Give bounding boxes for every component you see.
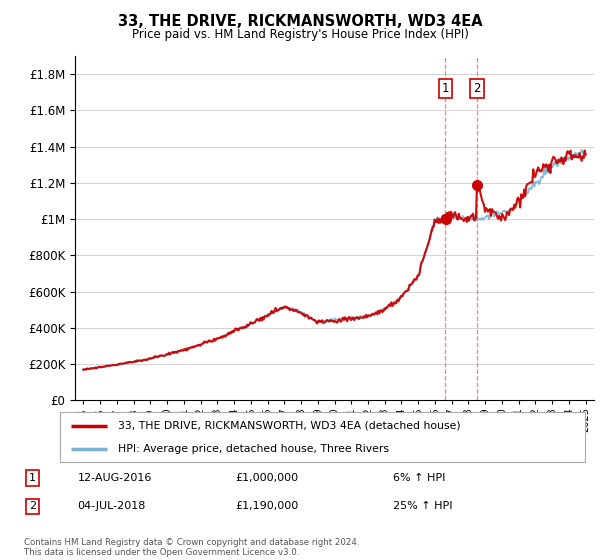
FancyBboxPatch shape: [60, 412, 585, 462]
Text: Price paid vs. HM Land Registry's House Price Index (HPI): Price paid vs. HM Land Registry's House …: [131, 28, 469, 41]
Text: £1,000,000: £1,000,000: [235, 473, 298, 483]
Text: 6% ↑ HPI: 6% ↑ HPI: [393, 473, 446, 483]
Text: 2: 2: [29, 501, 36, 511]
Text: 1: 1: [29, 473, 36, 483]
Text: 25% ↑ HPI: 25% ↑ HPI: [393, 501, 453, 511]
Text: 04-JUL-2018: 04-JUL-2018: [77, 501, 146, 511]
Text: 12-AUG-2016: 12-AUG-2016: [77, 473, 152, 483]
Text: 33, THE DRIVE, RICKMANSWORTH, WD3 4EA: 33, THE DRIVE, RICKMANSWORTH, WD3 4EA: [118, 14, 482, 29]
Text: £1,190,000: £1,190,000: [235, 501, 299, 511]
Text: HPI: Average price, detached house, Three Rivers: HPI: Average price, detached house, Thre…: [118, 445, 389, 454]
Text: 33, THE DRIVE, RICKMANSWORTH, WD3 4EA (detached house): 33, THE DRIVE, RICKMANSWORTH, WD3 4EA (d…: [118, 421, 460, 431]
Text: 1: 1: [442, 82, 449, 95]
Text: Contains HM Land Registry data © Crown copyright and database right 2024.
This d: Contains HM Land Registry data © Crown c…: [24, 538, 359, 557]
Text: 2: 2: [473, 82, 481, 95]
